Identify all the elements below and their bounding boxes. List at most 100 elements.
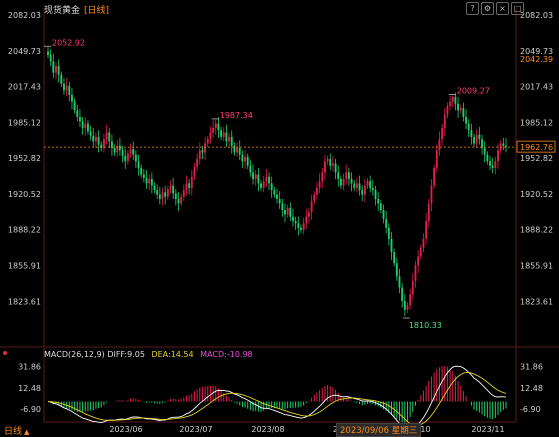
candle-body [89, 131, 92, 136]
price-tick-left-0: 2082.03 [8, 11, 41, 20]
right-axis-marker: 2042.39 [520, 55, 553, 64]
candle-body [246, 156, 249, 166]
candle-body [196, 159, 199, 167]
candle-body [457, 103, 460, 111]
candle-body [47, 51, 49, 55]
candle-body [294, 221, 297, 224]
candle-body [339, 179, 342, 186]
price-tick-left-8: 1823.61 [8, 297, 41, 306]
candle-body [505, 145, 507, 147]
candle-body [331, 163, 334, 166]
candle-body [393, 252, 396, 264]
candle-body [281, 203, 284, 211]
macd-dea: DEA:14.54 [151, 350, 194, 359]
candle-body [169, 185, 172, 189]
candle-body [244, 156, 246, 162]
candle-body [422, 238, 425, 248]
price-tick-left-2: 2017.43 [8, 83, 41, 92]
period-label[interactable]: [日线] [84, 6, 110, 16]
candle-body [198, 150, 201, 160]
candle-body [161, 192, 164, 199]
help-icon[interactable]: ? [466, 2, 479, 15]
candle-body [193, 166, 196, 177]
x-tick-2: 2023/08 [251, 425, 284, 434]
candle-body [60, 74, 63, 84]
candle-body [134, 154, 137, 162]
x-tick-1: 2023/07 [179, 425, 212, 434]
price-tick-left-4: 1952.82 [8, 154, 41, 163]
candle-body [292, 216, 294, 222]
candle-body [153, 185, 156, 191]
candle-body [355, 183, 358, 188]
annotation-label-1: 1987.34 [220, 111, 253, 120]
maximize-icon[interactable]: □ [511, 2, 524, 15]
candle-body [470, 130, 473, 137]
price-tick-left-5: 1920.52 [8, 190, 41, 199]
current-price-label: 1962.76 [520, 143, 553, 152]
candle-body [382, 210, 385, 219]
candle-body [87, 123, 89, 132]
price-tick-right-0: 2082.03 [520, 11, 553, 20]
candle-body [220, 130, 223, 137]
candle-body [417, 256, 420, 266]
candle-body [108, 132, 111, 142]
period-switch[interactable]: 日线 ▲ [4, 424, 29, 437]
candle-body [174, 193, 177, 199]
candle-body [102, 139, 105, 148]
candle-body [145, 177, 148, 184]
candle-body [68, 85, 71, 95]
candle-body [475, 134, 478, 144]
candle-body [401, 287, 404, 301]
candle-body [342, 179, 345, 186]
price-tick-left-7: 1855.91 [8, 262, 41, 271]
candle-body [308, 212, 310, 217]
candle-body [105, 132, 108, 140]
candle-body [414, 265, 417, 281]
candle-body [395, 263, 398, 277]
settings-icon[interactable]: ⚙ [481, 2, 494, 15]
candle-body [411, 280, 414, 295]
candle-body [366, 181, 369, 186]
macd-tick-left-0: 31.86 [18, 363, 41, 372]
candle-body [49, 54, 52, 62]
macd-diff: DIFF:9.05 [107, 350, 145, 359]
current-price-tag [516, 140, 556, 153]
candle-body [446, 105, 449, 115]
candle-body [132, 149, 135, 155]
candle-body [217, 123, 220, 131]
candle-body [318, 181, 321, 188]
candle-body [188, 183, 191, 188]
macd-tick-left-1: 12.48 [18, 384, 41, 393]
candle-body [462, 108, 465, 117]
candle-body [209, 132, 212, 140]
candle-body [300, 227, 302, 230]
candle-body [385, 218, 388, 228]
candle-body [201, 150, 204, 153]
candle-body [84, 123, 87, 129]
candle-body [190, 176, 193, 188]
candle-body [116, 145, 119, 153]
period-switch-label: 日线 [4, 427, 23, 437]
crosshair-date-tooltip: 2023/09/06 星期三 [336, 423, 422, 437]
candle-body [438, 139, 441, 151]
candle-body [233, 145, 236, 153]
candle-body [302, 223, 305, 230]
candle-body [76, 110, 79, 117]
candle-body [409, 294, 412, 306]
candle-body [265, 176, 268, 182]
candle-body [172, 185, 175, 194]
candle-body [483, 147, 486, 155]
x-tick-3: 2 [333, 425, 338, 434]
candle-body [465, 116, 467, 124]
candle-body [214, 123, 217, 129]
price-tick-left-6: 1888.22 [8, 226, 41, 235]
candle-body [321, 172, 324, 182]
close-icon[interactable]: × [496, 2, 509, 15]
candle-body [52, 61, 55, 73]
candle-body [310, 201, 313, 213]
candle-body [369, 181, 372, 188]
candle-body [486, 154, 489, 162]
candle-body [489, 161, 491, 166]
macd-params: MACD(26,12,9) [44, 350, 105, 359]
